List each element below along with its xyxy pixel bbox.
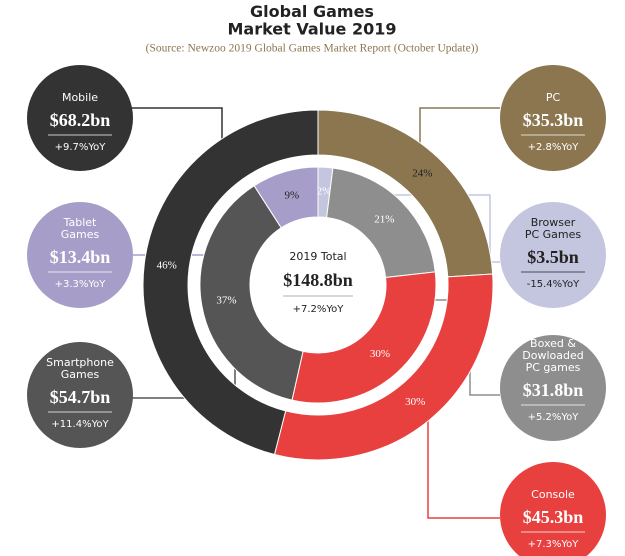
callout-name: Mobile — [62, 91, 98, 104]
callout-growth: +2.8%YoY — [528, 142, 580, 153]
callout-circle — [500, 65, 606, 171]
percent-label: 21% — [374, 213, 394, 225]
callout: Boxed & Dowloaded PC games $31.8bn +5.2%YoY — [500, 335, 606, 441]
callout-circle — [27, 342, 133, 448]
percent-label: 24% — [412, 167, 432, 179]
callout-amount: $45.3bn — [523, 507, 584, 527]
callout-name: PC — [546, 91, 561, 104]
percent-label: 9% — [284, 189, 299, 201]
callout-amount: $35.3bn — [523, 110, 584, 130]
ring-segment — [142, 109, 319, 456]
connector — [427, 410, 500, 519]
percent-label: 46% — [157, 259, 177, 271]
percent-label: 37% — [216, 295, 236, 307]
callout-growth: -15.4%YoY — [527, 279, 580, 290]
callout-amount: $3.5bn — [527, 247, 579, 267]
connector — [128, 107, 223, 150]
connector — [330, 194, 500, 263]
callout-circle — [500, 335, 606, 441]
ring-segment — [199, 185, 304, 401]
callout: Smartphone Games $54.7bn +11.4%YoY — [27, 342, 133, 448]
ring-segment — [291, 271, 437, 404]
callout-growth: +9.7%YoY — [55, 142, 107, 153]
callout-amount: $54.7bn — [50, 387, 111, 407]
subtitle: (Source: Newzoo 2019 Global Games Market… — [146, 43, 479, 55]
center-growth: +7.2%YoY — [293, 304, 345, 315]
callout-name: Browser PC Games — [525, 216, 582, 241]
callout: PC $35.3bn +2.8%YoY — [500, 65, 606, 171]
percent-label: 30% — [405, 396, 425, 408]
callout-name: Smartphone Games — [46, 356, 114, 381]
callout-name: Tablet Games — [61, 216, 100, 241]
callout-circle — [27, 65, 133, 171]
callout: Mobile $68.2bn +9.7%YoY — [27, 65, 133, 171]
callout-circle — [500, 202, 606, 308]
callout-amount: $31.8bn — [523, 380, 584, 400]
callout-name: Boxed & Dowloaded PC games — [522, 337, 583, 374]
callout-growth: +7.3%YoY — [528, 539, 580, 550]
callout-growth: +11.4%YoY — [51, 419, 109, 430]
percent-label: 30% — [370, 348, 390, 360]
center-value: $148.8bn — [283, 270, 353, 290]
callout-growth: +3.3%YoY — [55, 279, 107, 290]
callout: Browser PC Games $3.5bn -15.4%YoY — [500, 202, 606, 308]
callout: Console $45.3bn +7.3%YoY — [500, 462, 606, 556]
callout-circle — [27, 202, 133, 308]
percent-label: 2% — [317, 186, 332, 198]
title: Global Games Market Value 2019 — [227, 2, 396, 39]
callout-name: Console — [531, 488, 575, 501]
center-label: 2019 Total — [289, 250, 346, 263]
callout-growth: +5.2%YoY — [528, 412, 580, 423]
ring-segment — [253, 166, 319, 229]
callout-amount: $13.4bn — [50, 247, 111, 267]
callout: Tablet Games $13.4bn +3.3%YoY — [27, 202, 133, 308]
callout-circle — [500, 462, 606, 556]
callout-amount: $68.2bn — [50, 110, 111, 130]
